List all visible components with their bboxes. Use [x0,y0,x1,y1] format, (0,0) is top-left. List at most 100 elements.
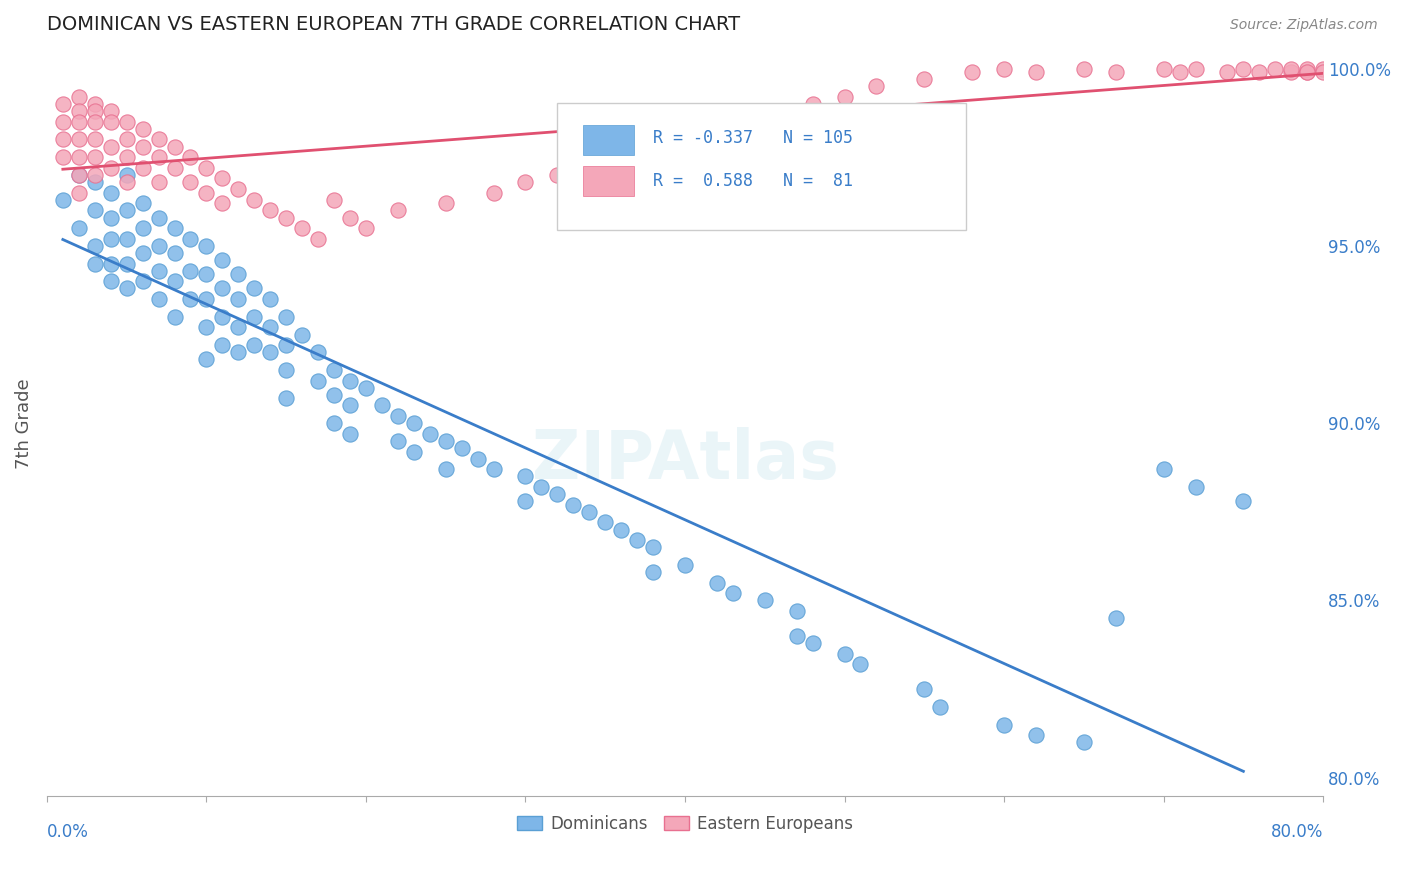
Point [83,203,105,218]
Point [115,203,138,218]
Point [402,444,425,458]
Point [115,232,138,246]
Point [259,345,281,359]
Point [434,434,457,448]
Point [83,257,105,271]
Point [1168,65,1191,79]
Point [546,487,568,501]
Point [100,257,122,271]
Point [323,416,346,430]
Point [195,352,218,367]
Point [1249,65,1271,79]
Point [482,186,505,200]
Point [339,426,361,441]
Point [211,310,233,324]
Point [259,203,281,218]
Point [834,647,856,661]
Point [929,699,952,714]
Point [148,239,170,253]
Point [211,253,233,268]
Point [148,292,170,306]
Point [801,636,824,650]
Point [131,274,153,288]
Point [83,97,105,112]
Point [115,175,138,189]
Point [323,363,346,377]
Point [115,132,138,146]
Point [546,168,568,182]
Point [163,139,186,153]
Point [467,451,489,466]
Point [131,121,153,136]
Point [834,90,856,104]
Point [195,186,218,200]
Point [387,434,409,448]
Point [67,168,90,182]
Point [307,374,329,388]
Point [1279,62,1302,76]
Text: 80.0%: 80.0% [1271,823,1323,841]
Point [1105,65,1128,79]
Point [993,62,1015,76]
Text: R = -0.337   N = 105: R = -0.337 N = 105 [654,129,853,147]
Text: Source: ZipAtlas.com: Source: ZipAtlas.com [1230,18,1378,32]
Point [801,97,824,112]
Point [179,232,201,246]
Point [1153,462,1175,476]
Point [83,132,105,146]
Point [67,168,90,182]
Point [354,381,377,395]
Point [849,657,872,672]
Point [259,292,281,306]
Point [1232,494,1254,508]
Point [52,150,75,164]
Point [371,399,394,413]
FancyBboxPatch shape [583,125,634,155]
Point [100,139,122,153]
Point [515,175,537,189]
Point [515,469,537,483]
Point [52,132,75,146]
Point [1312,65,1334,79]
Point [115,257,138,271]
Point [115,150,138,164]
Text: ZIPAtlas: ZIPAtlas [531,427,838,493]
Point [67,132,90,146]
Legend: Dominicans, Eastern Europeans: Dominicans, Eastern Europeans [510,808,860,839]
Point [912,72,935,87]
Point [450,441,472,455]
Point [993,717,1015,731]
Point [228,345,250,359]
Point [243,281,266,295]
Point [163,221,186,235]
Point [131,246,153,260]
Point [1312,62,1334,76]
Point [67,104,90,119]
Point [593,516,616,530]
Point [83,104,105,119]
Point [148,211,170,225]
Point [1232,62,1254,76]
Point [323,193,346,207]
Point [100,211,122,225]
Point [148,263,170,277]
Point [211,281,233,295]
Point [387,409,409,423]
Point [1073,735,1095,749]
Point [100,186,122,200]
Point [211,196,233,211]
Point [673,558,696,572]
Point [115,281,138,295]
Point [673,132,696,146]
Point [131,139,153,153]
Text: 0.0%: 0.0% [46,823,89,841]
Point [52,97,75,112]
Point [562,498,585,512]
Point [578,505,600,519]
Point [754,104,776,119]
Point [1025,65,1047,79]
Point [179,263,201,277]
Point [243,193,266,207]
Point [307,345,329,359]
Point [115,114,138,128]
